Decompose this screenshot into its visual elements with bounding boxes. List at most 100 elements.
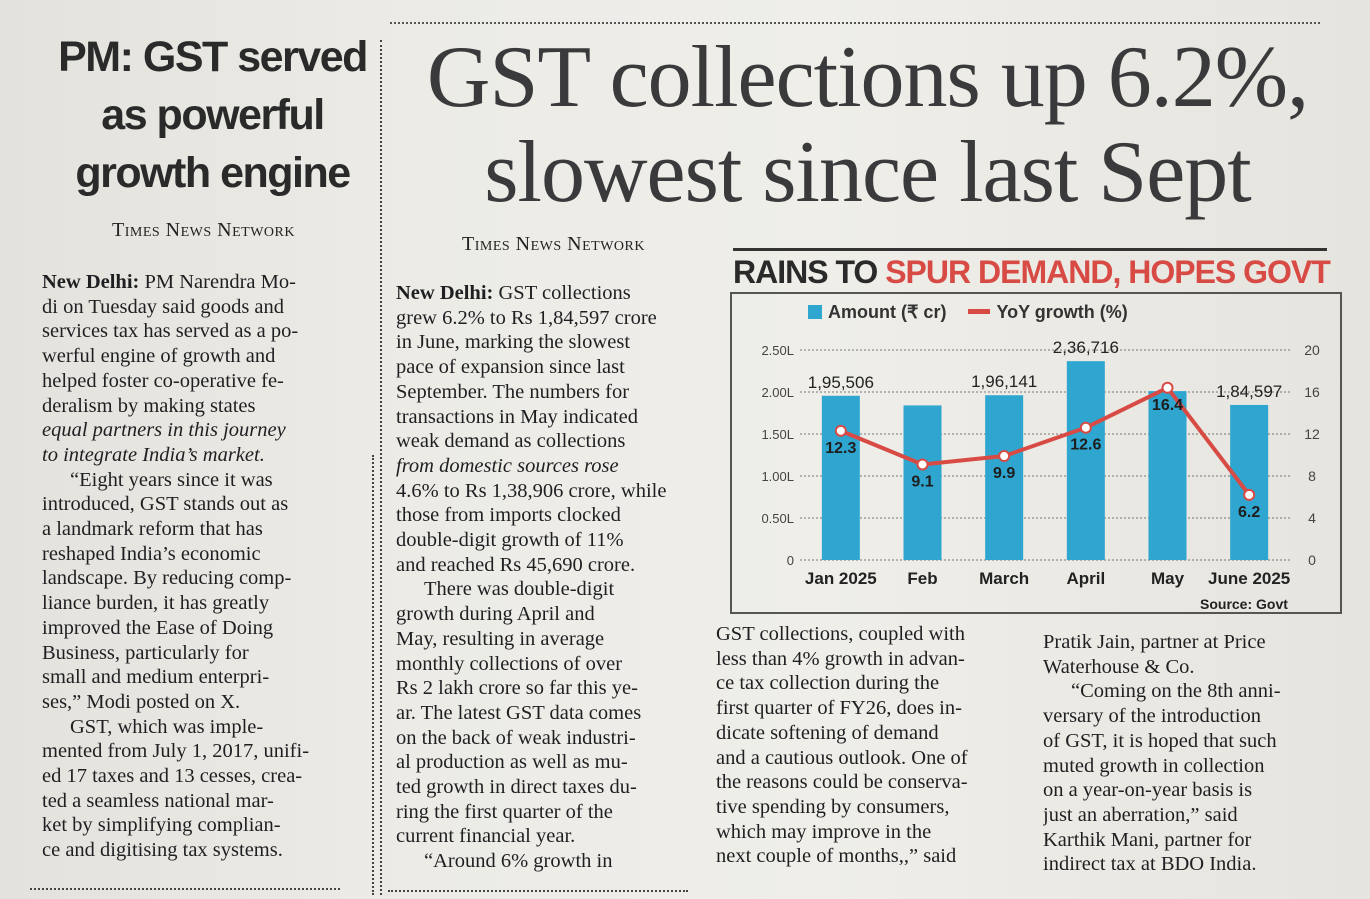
text-line: next couple of months,,” said xyxy=(716,845,957,868)
left-headline-line: as powerful xyxy=(101,91,325,139)
growth-value-label: 9.1 xyxy=(911,473,933,490)
text-line: and a cautious outlook. One of xyxy=(716,746,968,769)
text-line: September. The numbers for xyxy=(396,380,630,403)
left-tick-label: 0 xyxy=(787,553,794,568)
text-line: introduced, GST stands out as xyxy=(42,493,289,516)
growth-point xyxy=(1243,488,1256,501)
main-story-column-3: Pratik Jain, partner at Price Waterhouse … xyxy=(1043,630,1345,877)
right-tick-label: 12 xyxy=(1304,426,1320,442)
left-tick-label: 1.50L xyxy=(761,427,794,442)
text-line: ted growth in direct taxes du- xyxy=(396,776,637,799)
text-line: There was double-digit xyxy=(424,578,615,601)
growth-line xyxy=(840,385,1251,497)
text-line: monthly collections of over xyxy=(396,652,623,675)
top-dotted-rule xyxy=(390,22,1320,24)
amount-swatch-icon xyxy=(808,305,822,319)
text-line: improved the Ease of Doing xyxy=(42,616,274,639)
text-line: versary of the introduction xyxy=(1043,705,1262,728)
text-line: of GST, it is hoped that such xyxy=(1043,729,1277,752)
text-line: ce tax collection during the xyxy=(716,672,940,695)
x-tick-label: Jan 2025 xyxy=(805,569,877,588)
column-divider xyxy=(380,40,382,895)
dateline: New Delhi: xyxy=(396,282,494,304)
text-line: GST collections, coupled with xyxy=(716,623,966,645)
left-story-headline: PM: GST served as powerful growth engine xyxy=(40,28,385,202)
chart-title-red: SPUR DEMAND, HOPES GOVT xyxy=(885,254,1331,290)
x-tick-label: March xyxy=(979,569,1029,588)
text-line: liance burden, it has greatly xyxy=(42,592,270,615)
text-line: Pratik Jain, partner at Price xyxy=(1043,631,1266,653)
text-line: “Eight years since it was xyxy=(70,468,273,491)
text-line: those from imports clocked xyxy=(396,504,621,527)
text-line: on the back of weak industri- xyxy=(396,726,636,749)
bar-6 xyxy=(1230,404,1269,560)
main-byline: Times News Network xyxy=(462,233,645,255)
right-tick-label: 8 xyxy=(1308,468,1316,484)
text-line: a landmark reform that has xyxy=(42,518,263,541)
bar-4 xyxy=(1066,361,1105,560)
bar-value-label: 1,96,141 xyxy=(971,372,1037,391)
text-line: helped foster co-operative fe- xyxy=(42,369,284,392)
bar-value-label: 2,36,716 xyxy=(1053,338,1119,357)
text-line: Business, particularly for xyxy=(42,641,249,664)
growth-value-label: 9.9 xyxy=(993,465,1015,482)
right-tick-label: 20 xyxy=(1304,342,1320,358)
bar-value-label: 1,95,506 xyxy=(808,373,874,392)
text-line: grew 6.2% to Rs 1,84,597 crore xyxy=(396,306,657,329)
text-line: ses,” Modi posted on X. xyxy=(42,690,241,713)
text-line: New Delhi: PM Narendra Mo- xyxy=(42,270,360,295)
text-line: “Coming on the 8th anni- xyxy=(1071,680,1281,703)
text-line: from domestic sources rose xyxy=(396,454,619,477)
bar-2 xyxy=(903,405,942,560)
text-line: in June, marking the slowest xyxy=(396,331,631,354)
text-line: indirect tax at BDO India. xyxy=(1043,853,1257,876)
right-tick-label: 4 xyxy=(1308,510,1316,526)
text-line: the reasons could be conserva- xyxy=(716,771,968,794)
text-line: double-digit growth of 11% xyxy=(396,529,624,552)
text-line: weak demand as collections xyxy=(396,430,626,453)
left-byline: Times News Network xyxy=(112,219,295,241)
left-tick-label: 0.50L xyxy=(761,511,794,526)
text-line: Waterhouse & Co. xyxy=(1043,655,1195,678)
text-line: reshaped India’s economic xyxy=(42,542,261,565)
text-line: “Around 6% growth in xyxy=(424,850,613,873)
text-line: ring the first quarter of the xyxy=(396,800,613,823)
text-line: ted a seamless national mar- xyxy=(42,789,274,812)
left-story-body: New Delhi: PM Narendra Mo-di on Tuesday … xyxy=(42,270,360,863)
bottom-rule-left xyxy=(30,888,340,890)
main-story-column-1: New Delhi: GST collections grew 6.2% to R… xyxy=(396,281,690,874)
text-line: ket by simplifying complian- xyxy=(42,814,281,837)
text-line: mented from July 1, 2017, unifi- xyxy=(42,740,310,763)
text-line: pace of expansion since last xyxy=(396,356,625,379)
text-line: to integrate India’s market. xyxy=(42,443,265,466)
left-tick-label: 2.00L xyxy=(761,385,794,400)
chart-top-rule xyxy=(733,248,1327,251)
bar-1 xyxy=(821,395,860,560)
right-tick-label: 0 xyxy=(1308,552,1316,568)
chart-legend: Amount (₹ cr) YoY growth (%) xyxy=(808,302,1128,323)
x-tick-label: May xyxy=(1151,569,1185,588)
text-line: landscape. By reducing comp- xyxy=(42,567,292,590)
text-line: ce and digitising tax systems. xyxy=(42,839,283,862)
bottom-rule-mid xyxy=(388,890,688,892)
text-line: which may improve in the xyxy=(716,820,932,843)
left-tick-label: 1.00L xyxy=(761,469,794,484)
text-line: Rs 2 lakh crore so far this ye- xyxy=(396,677,638,700)
chart-frame xyxy=(730,292,1342,614)
text-line: services tax has served as a po- xyxy=(42,320,299,343)
main-story-column-2: GST collections, coupled with less than 4… xyxy=(716,622,1012,869)
text-line: on a year-on-year basis is xyxy=(1043,779,1253,802)
text-line: muted growth in collection xyxy=(1043,754,1265,777)
right-tick-label: 16 xyxy=(1304,384,1320,400)
growth-value-label: 6.2 xyxy=(1238,504,1260,521)
growth-point xyxy=(998,450,1011,463)
growth-point xyxy=(834,424,847,437)
text-line: 4.6% to Rs 1,38,906 crore, while xyxy=(396,479,667,502)
text-line: werful engine of growth and xyxy=(42,345,276,368)
growth-value-label: 12.6 xyxy=(1070,437,1101,454)
chart-title-black: RAINS TO xyxy=(733,254,886,290)
growth-value-label: 12.3 xyxy=(825,440,856,457)
bar-value-label: 1,84,597 xyxy=(1216,382,1282,401)
